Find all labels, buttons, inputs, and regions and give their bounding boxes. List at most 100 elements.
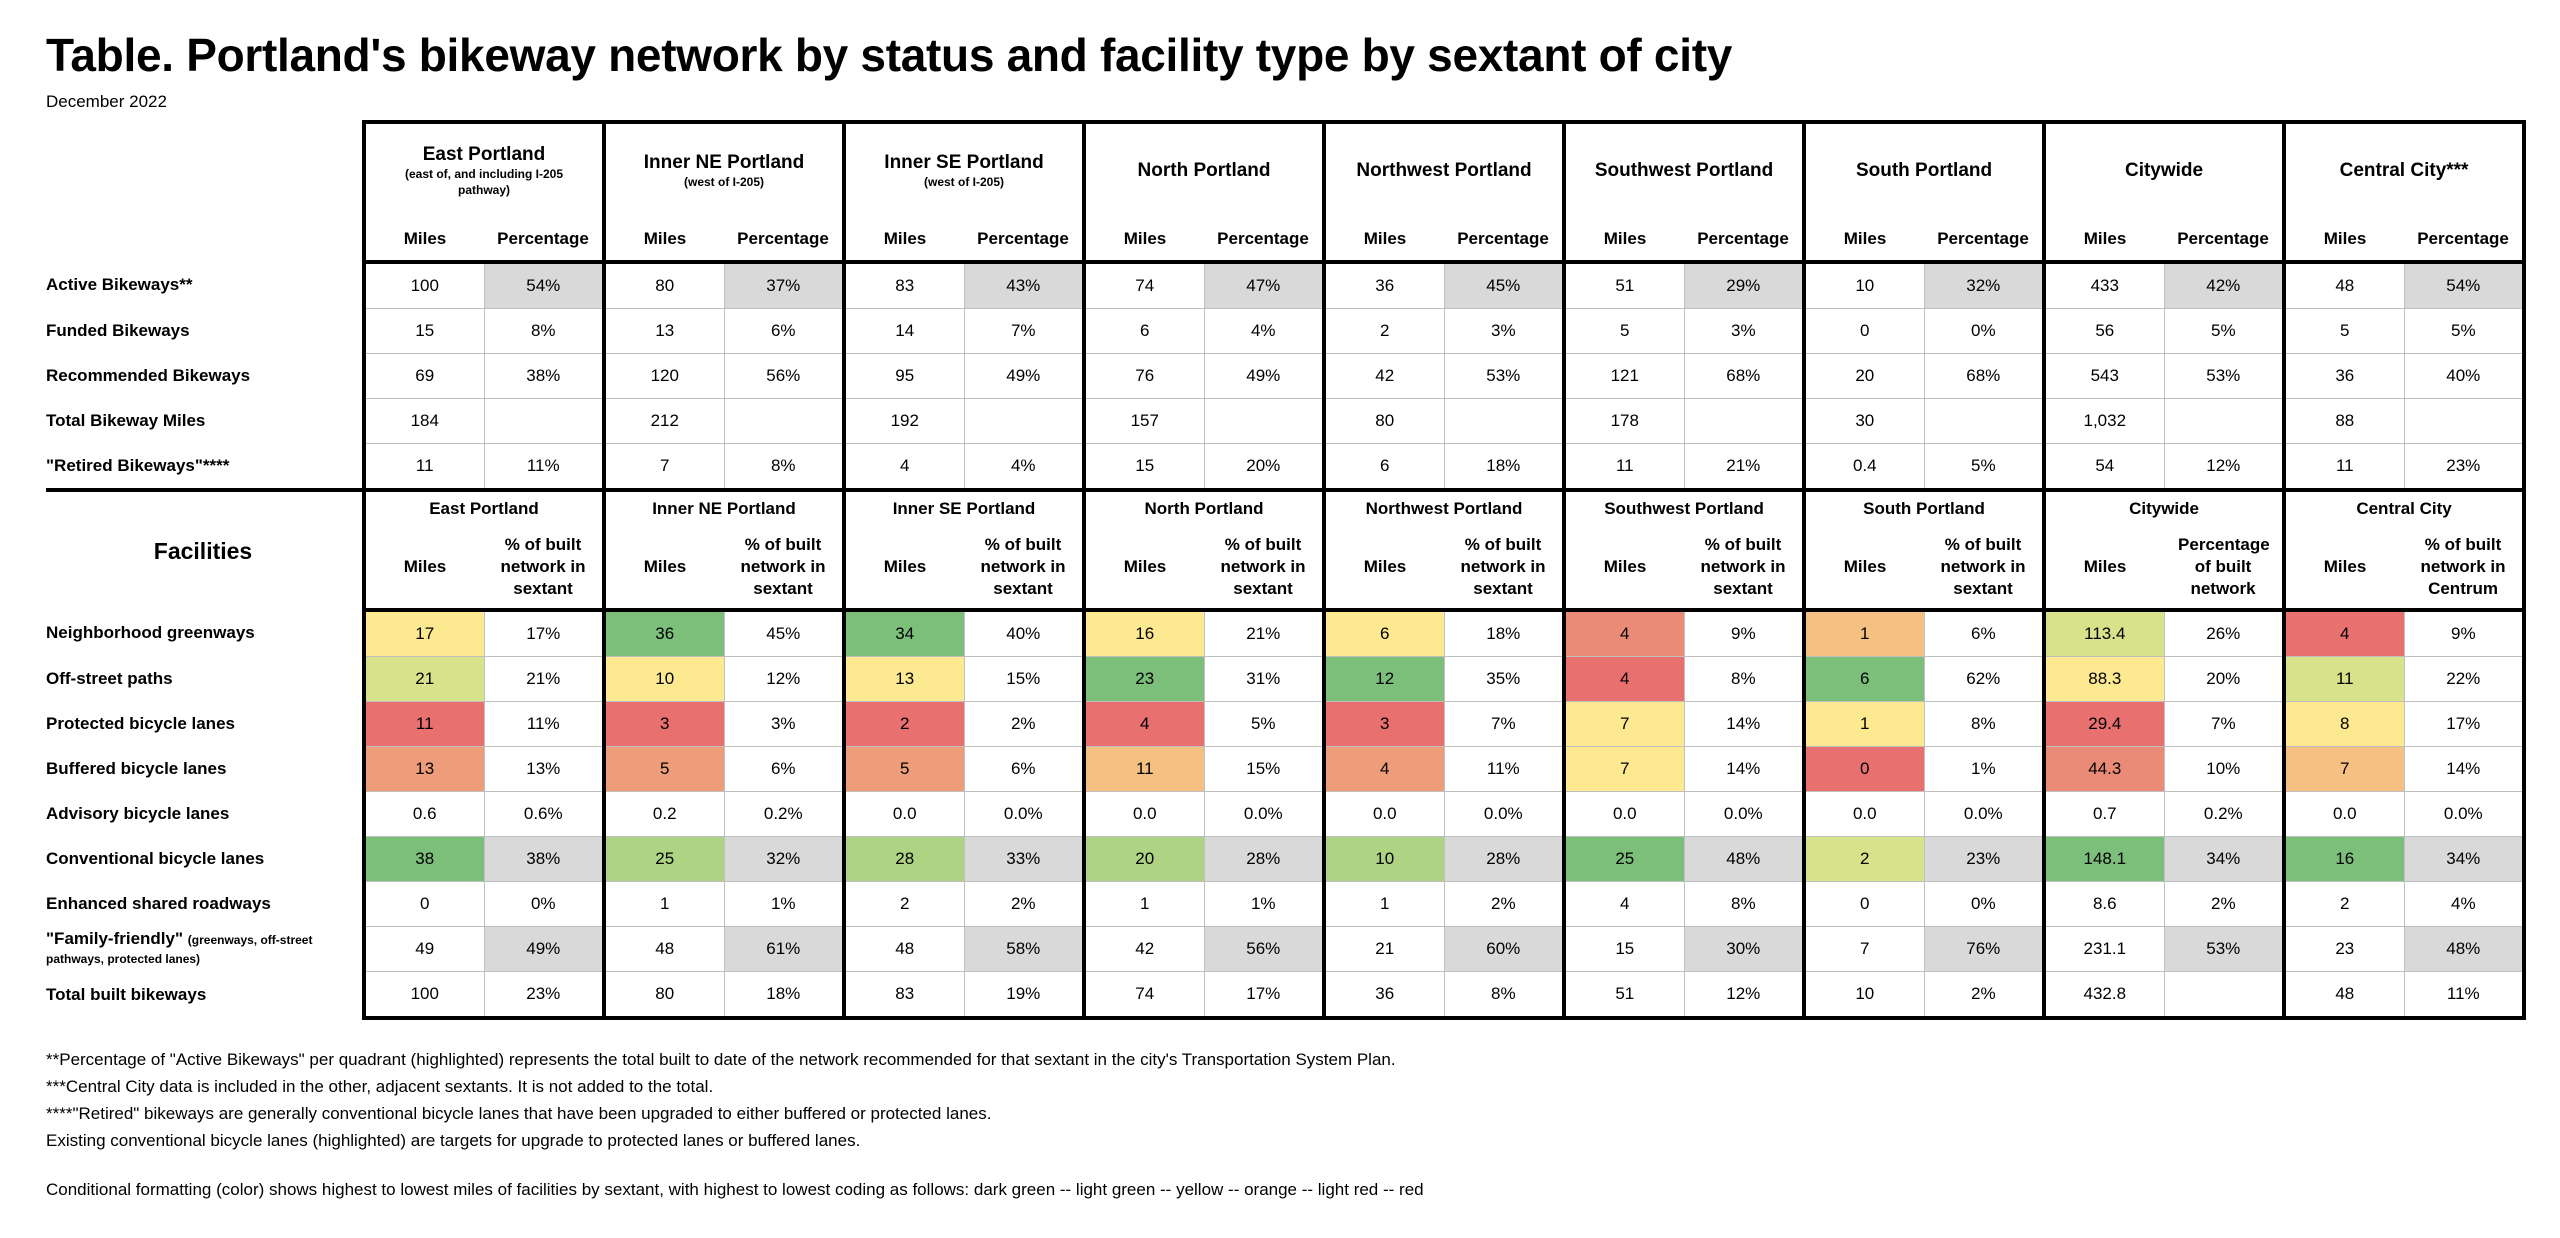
- percentage-cell: 9%: [2403, 609, 2527, 657]
- row-label: Total built bikeways: [46, 972, 364, 1019]
- miles-cell: 6: [1322, 443, 1445, 492]
- percentage-cell: 14%: [1683, 701, 1807, 747]
- percentage-cell: 48%: [1683, 836, 1807, 882]
- percentage-cell: 8%: [1923, 701, 2047, 747]
- percentage-cell: [1923, 398, 2047, 444]
- miles-cell: 212: [602, 398, 725, 444]
- miles-cell: 10: [1802, 261, 1925, 309]
- miles-cell: 7: [1562, 701, 1685, 747]
- miles-header: Miles: [362, 218, 484, 264]
- miles-cell: 69: [362, 353, 485, 399]
- percentage-cell: 32%: [723, 836, 846, 882]
- status-row: Recommended Bikeways 69 38% 120 56% 95 49% 76 49…: [46, 353, 2527, 399]
- region-header: East Portland (east of, and including I-2…: [362, 120, 606, 218]
- miles-cell: 178: [1562, 398, 1685, 444]
- region-header: Southwest Portland: [1562, 120, 1807, 218]
- percentage-cell: 0.0%: [1923, 791, 2047, 837]
- percentage-cell: 17%: [2403, 701, 2527, 747]
- miles-header: Miles: [1082, 218, 1205, 264]
- percentage-cell: 2%: [2163, 881, 2287, 927]
- color-coding-note: Conditional formatting (color) shows hig…: [46, 1180, 1424, 1199]
- miles-cell: 4: [1082, 701, 1205, 747]
- facility-region-header: East Portland: [362, 488, 606, 526]
- percentage-cell: 28%: [1203, 836, 1327, 882]
- pct-built-header: % of built network in sextant: [1924, 526, 2047, 612]
- percentage-cell: 26%: [2163, 609, 2287, 657]
- percentage-cell: 7%: [2163, 701, 2287, 747]
- percentage-cell: 6%: [723, 308, 846, 354]
- percentage-cell: 15%: [1203, 746, 1327, 792]
- percentage-cell: 2%: [1923, 971, 2047, 1020]
- notes-block: **Percentage of "Active Bikeways" per qu…: [46, 1046, 1396, 1154]
- pct-built-header: Percentage of built network: [2164, 526, 2287, 612]
- miles-cell: 15: [362, 308, 485, 354]
- facility-row: Total built bikeways 100 23% 80 18% 83 19% 74 17…: [46, 971, 2527, 1020]
- miles-cell: 2: [842, 701, 965, 747]
- miles-cell: 42: [1322, 353, 1445, 399]
- miles-cell: 1: [1802, 609, 1925, 657]
- percentage-cell: 11%: [2403, 971, 2527, 1020]
- miles-cell: 23: [1082, 656, 1205, 702]
- percentage-cell: 43%: [963, 261, 1087, 309]
- miles-cell: 192: [842, 398, 965, 444]
- region-name: Inner NE Portland: [643, 152, 805, 173]
- miles-cell: 1: [1082, 881, 1205, 927]
- miles-cell: 48: [842, 926, 965, 972]
- facility-row: Buffered bicycle lanes 13 13% 5 6% 5 6% 11 15% 4 1…: [46, 746, 2527, 792]
- region-name: Central City***: [2339, 160, 2469, 181]
- pct-built-header: % of built network in sextant: [484, 526, 606, 612]
- facility-region-header: Inner SE Portland: [841, 488, 1087, 526]
- percentage-cell: 0%: [1923, 881, 2047, 927]
- miles-cell: 36: [2282, 353, 2405, 399]
- facility-region-header: Central City: [2282, 488, 2527, 526]
- percentage-cell: 49%: [963, 353, 1087, 399]
- percentage-cell: 42%: [2163, 261, 2287, 309]
- row-label: "Retired Bikeways"****: [46, 455, 230, 475]
- percentage-cell: 0.0%: [963, 791, 1087, 837]
- row-label: "Family-friendly" (greenways, off-street…: [46, 927, 364, 972]
- miles-cell: 49: [362, 926, 485, 972]
- footnote: ****"Retired" bikeways are generally con…: [46, 1104, 992, 1123]
- percentage-cell: 1%: [1203, 881, 1327, 927]
- miles-cell: 88: [2282, 398, 2405, 444]
- miles-cell: 10: [1322, 836, 1445, 882]
- miles-header: Miles: [1082, 526, 1205, 612]
- facility-region-header: Northwest Portland: [1322, 488, 1567, 526]
- percentage-cell: 4%: [963, 443, 1087, 492]
- miles-cell: 148.1: [2042, 836, 2165, 882]
- percentage-cell: 1%: [723, 881, 846, 927]
- region-header: South Portland: [1802, 120, 2047, 218]
- region-name: North Portland: [1137, 160, 1271, 181]
- miles-header: Miles: [2042, 526, 2165, 612]
- miles-cell: 0.0: [1082, 791, 1205, 837]
- percentage-cell: 22%: [2403, 656, 2527, 702]
- facility-region-header: Citywide: [2042, 488, 2287, 526]
- percentage-cell: 12%: [723, 656, 846, 702]
- miles-cell: 0.2: [602, 791, 725, 837]
- percentage-header: Percentage: [964, 218, 1087, 264]
- miles-cell: 15: [1562, 926, 1685, 972]
- percentage-cell: 20%: [1203, 443, 1327, 492]
- percentage-cell: 54%: [2403, 261, 2527, 309]
- percentage-cell: 58%: [963, 926, 1087, 972]
- percentage-cell: 0.0%: [1443, 791, 1567, 837]
- miles-cell: 5: [1562, 308, 1685, 354]
- miles-cell: 42: [1082, 926, 1205, 972]
- miles-cell: 6: [1082, 308, 1205, 354]
- miles-cell: 88.3: [2042, 656, 2165, 702]
- miles-cell: 25: [1562, 836, 1685, 882]
- percentage-cell: 31%: [1203, 656, 1327, 702]
- miles-cell: 0.7: [2042, 791, 2165, 837]
- percentage-cell: 34%: [2163, 836, 2287, 882]
- percentage-cell: 9%: [1683, 609, 1807, 657]
- percentage-cell: 17%: [1203, 971, 1327, 1020]
- miles-cell: 54: [2042, 443, 2165, 492]
- miles-cell: 51: [1562, 971, 1685, 1020]
- region-subtitle: (west of I-205): [683, 175, 764, 189]
- miles-cell: 23: [2282, 926, 2405, 972]
- miles-cell: 0.0: [1802, 791, 1925, 837]
- footnote: **Percentage of "Active Bikeways" per qu…: [46, 1050, 1396, 1069]
- percentage-cell: 53%: [1443, 353, 1567, 399]
- miles-cell: 48: [602, 926, 725, 972]
- page-subtitle: December 2022: [46, 92, 167, 111]
